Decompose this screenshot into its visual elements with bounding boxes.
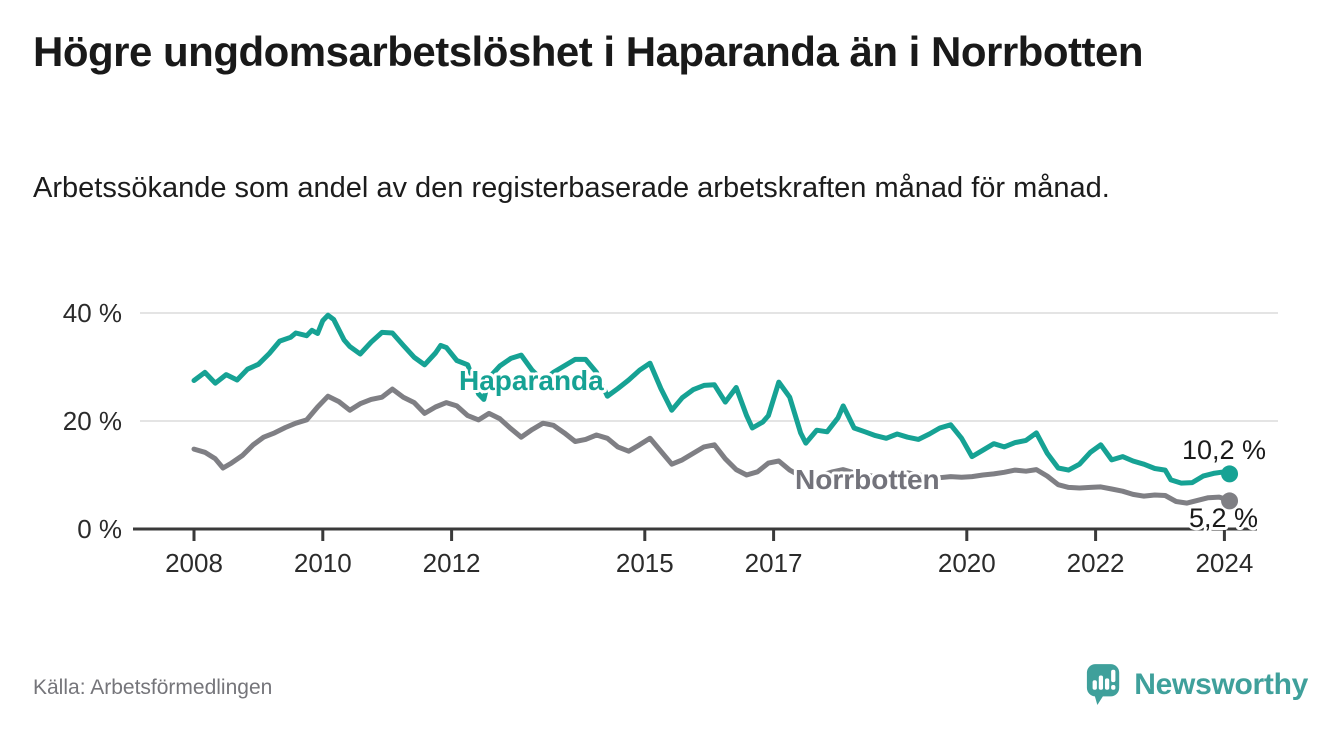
- norrbotten-end-dot: [1221, 492, 1239, 510]
- x-tick-label-2024: 2024: [1195, 548, 1253, 578]
- source-label: Källa: Arbetsförmedlingen: [33, 676, 273, 699]
- norrbotten-line: [191, 386, 1233, 506]
- x-tick-label-2008: 2008: [165, 548, 223, 578]
- brand-lockup: Newsworthy: [1085, 662, 1308, 708]
- newsworthy-logo-icon: [1087, 664, 1120, 705]
- x-tick-label-2015: 2015: [616, 548, 674, 578]
- norrbotten-series-label: Norrbotten: [795, 464, 940, 495]
- brand-wordmark: Newsworthy: [1134, 668, 1308, 701]
- norrbotten-end-value-label: 5,2 %: [1189, 503, 1258, 533]
- y-tick-label-40: 40 %: [63, 298, 122, 328]
- chart-subtitle: Arbetssökande som andel av den registerb…: [33, 172, 1110, 204]
- x-tick-label-2022: 2022: [1067, 548, 1125, 578]
- x-tick-label-2012: 2012: [423, 548, 481, 578]
- x-tick-label-2017: 2017: [745, 548, 803, 578]
- haparanda-series-label: Haparanda: [459, 365, 604, 396]
- y-tick-label-20: 20 %: [63, 406, 122, 436]
- y-tick-label-0: 0 %: [77, 514, 122, 544]
- x-tick-label-2020: 2020: [938, 548, 996, 578]
- haparanda-end-dot: [1221, 465, 1239, 483]
- haparanda-line: [191, 312, 1233, 486]
- chart-title: Högre ungdomsarbetslöshet i Haparanda än…: [33, 28, 1143, 75]
- haparanda-end-value-label: 10,2 %: [1182, 435, 1266, 465]
- x-tick-label-2010: 2010: [294, 548, 352, 578]
